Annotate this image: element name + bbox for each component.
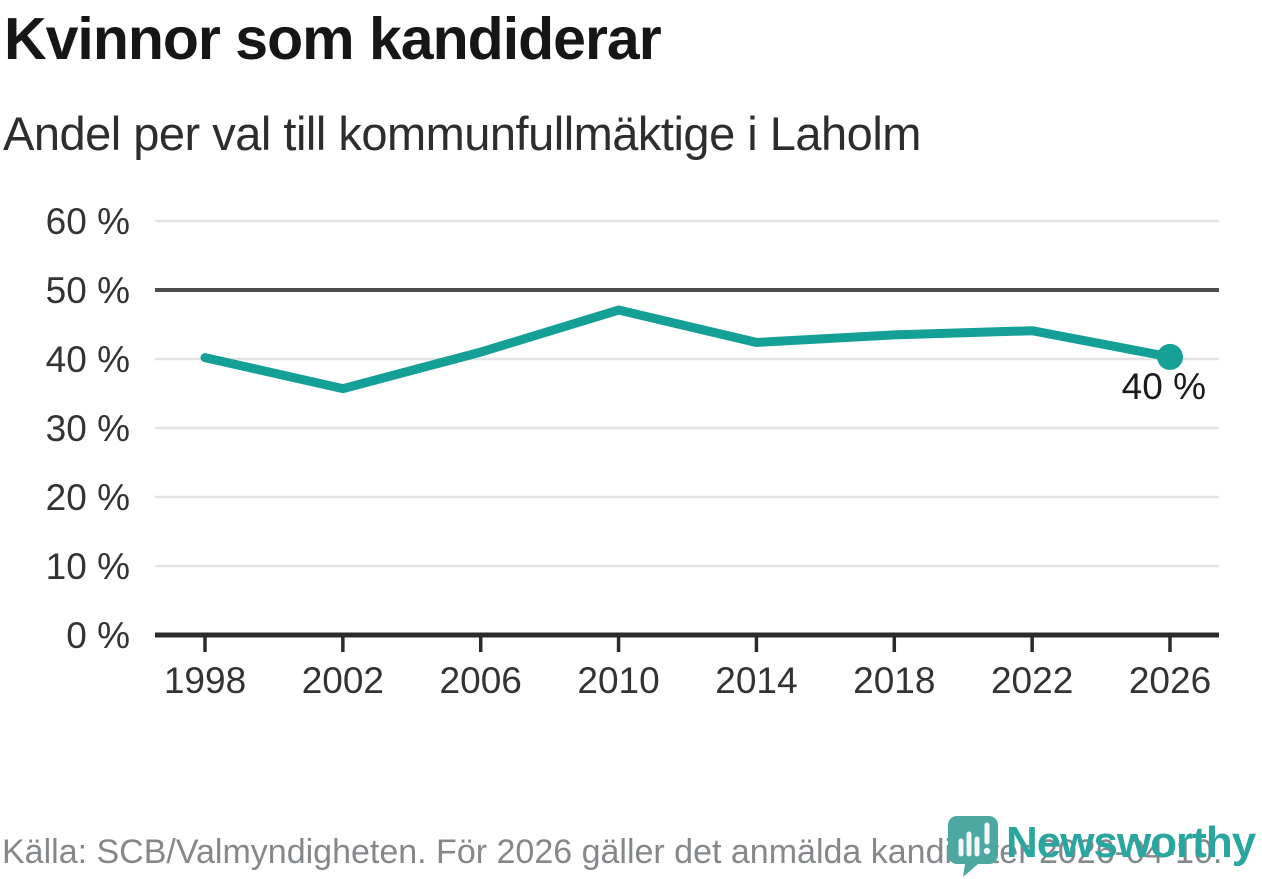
newsworthy-logo: Newsworthy <box>946 806 1262 879</box>
x-tick-label: 2014 <box>715 660 797 701</box>
page-title: Kvinnor som kandiderar <box>4 6 662 72</box>
exclamation-dot <box>983 847 991 855</box>
x-tick-label: 2010 <box>577 660 659 701</box>
last-point-marker <box>1157 343 1183 370</box>
y-tick-label: 20 % <box>46 477 130 518</box>
x-tick-label: 2002 <box>302 660 384 701</box>
source-note: Källa: SCB/Valmyndigheten. För 2026 gäll… <box>2 833 1223 871</box>
y-tick-label: 50 % <box>46 270 130 311</box>
y-tick-label: 60 % <box>46 201 130 242</box>
newsworthy-logo-text: Newsworthy <box>1006 818 1256 867</box>
chart-subtitle: Andel per val till kommunfullmäktige i L… <box>3 107 921 160</box>
speech-bubble-shape <box>948 816 998 877</box>
x-tick-label: 2006 <box>440 660 522 701</box>
y-tick-label: 30 % <box>46 408 130 449</box>
last-point-value-label: 40 % <box>1122 366 1206 407</box>
data-line <box>200 305 1175 394</box>
barchart-glyph <box>958 822 990 857</box>
y-tick-label: 10 % <box>46 546 130 587</box>
newsworthy-logo-icon <box>948 816 998 877</box>
y-tick-label: 0 % <box>66 615 130 656</box>
x-tick-label: 2022 <box>991 660 1073 701</box>
x-tick-label: 1998 <box>164 660 246 701</box>
x-tick-label: 2018 <box>853 660 935 701</box>
y-tick-label: 40 % <box>46 339 130 380</box>
x-tick-label: 2026 <box>1129 660 1211 701</box>
